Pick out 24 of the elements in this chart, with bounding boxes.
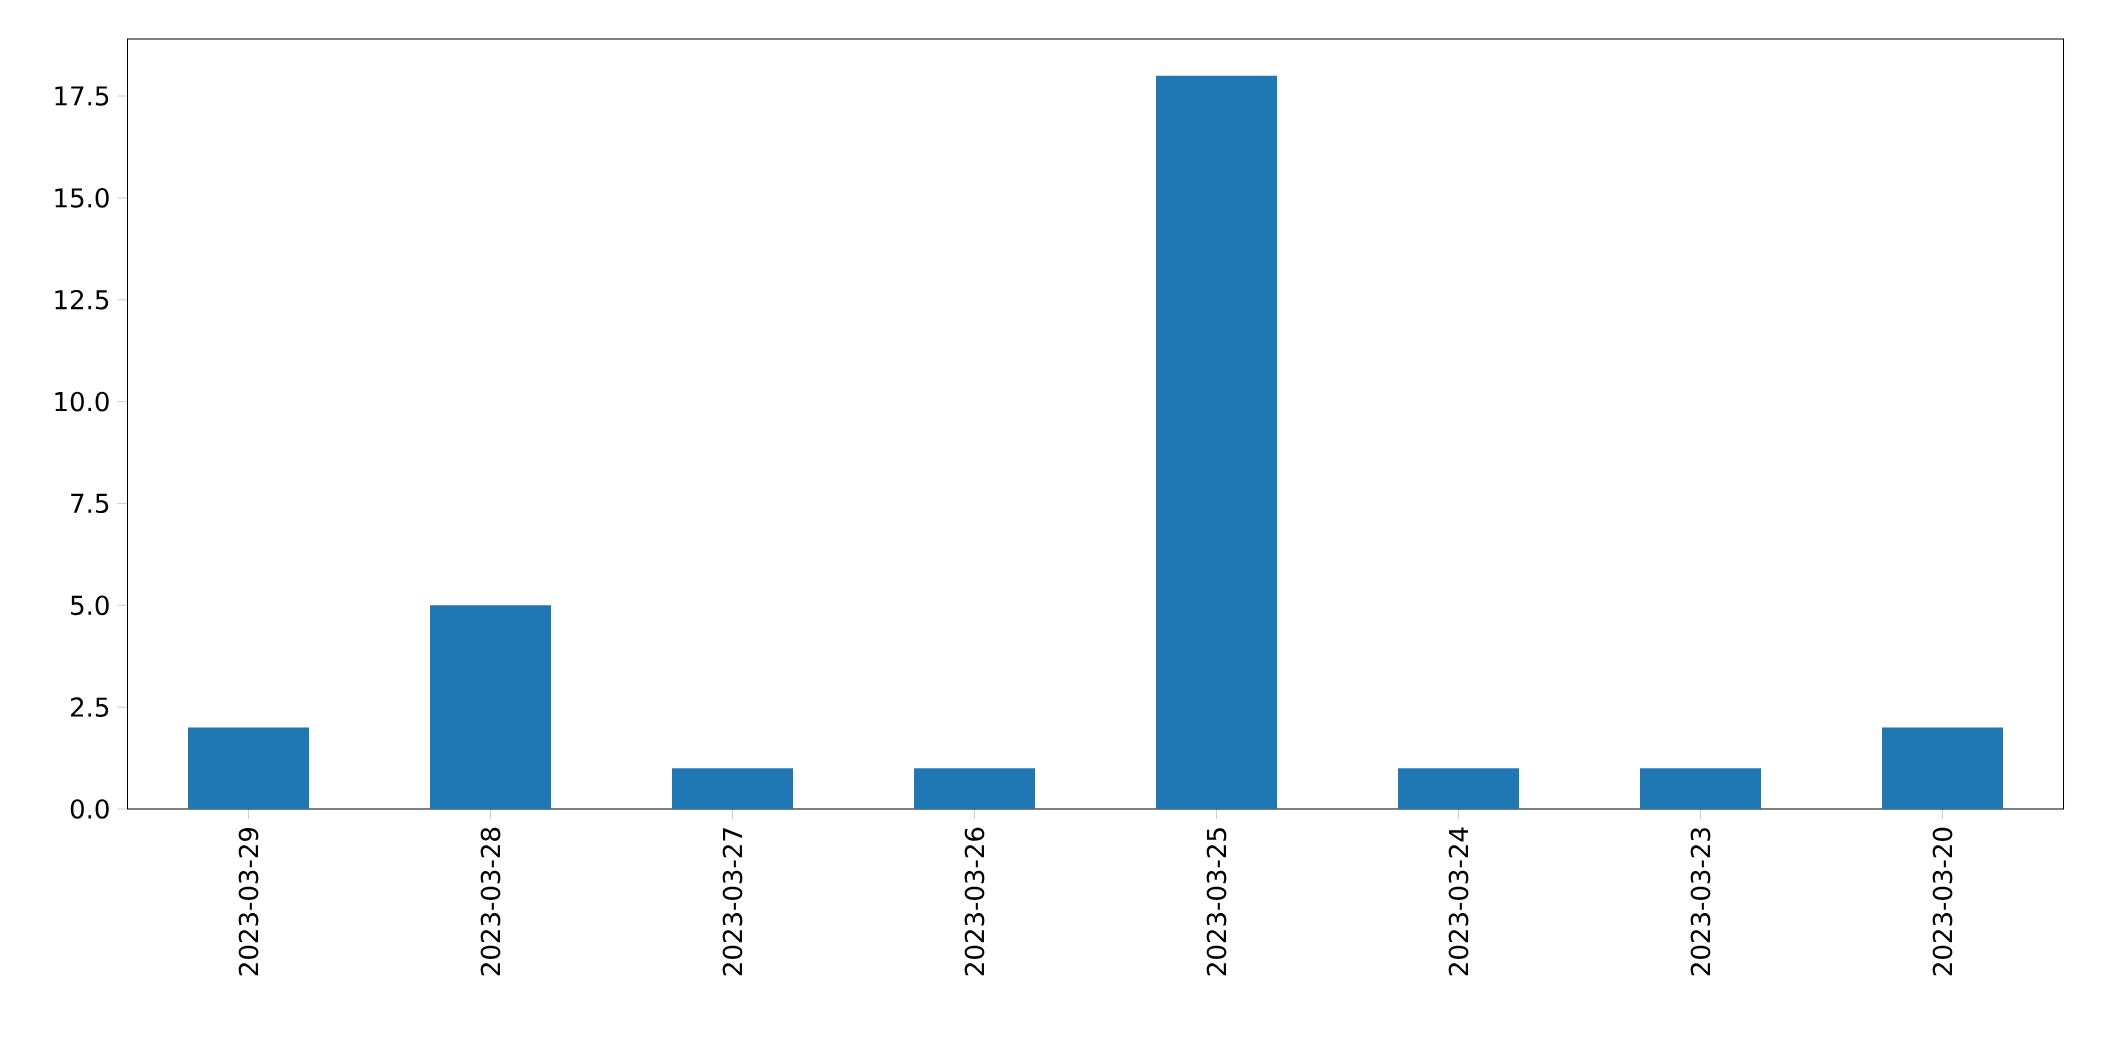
y-tick-label: 10.0 bbox=[55, 391, 109, 412]
y-tick-label: 17.5 bbox=[55, 86, 109, 106]
y-tick-label: 2.5 bbox=[71, 697, 109, 717]
x-tick-label: 2023-03-26 bbox=[964, 827, 985, 976]
bar bbox=[672, 768, 793, 809]
bar bbox=[188, 727, 309, 809]
x-tick-label: 2023-03-23 bbox=[1690, 828, 1711, 976]
x-tick-label: 2023-03-27 bbox=[722, 828, 743, 976]
bar bbox=[1640, 768, 1762, 809]
x-tick-label: 2023-03-29 bbox=[238, 827, 259, 976]
x-tick-label: 2023-03-28 bbox=[480, 827, 501, 976]
y-tick-label: 12.5 bbox=[55, 289, 109, 310]
bar bbox=[1156, 75, 1277, 809]
bar bbox=[430, 605, 552, 809]
y-tick-label: 15.0 bbox=[55, 188, 109, 208]
y-tick-label: 5.0 bbox=[71, 595, 109, 616]
bar bbox=[1398, 768, 1520, 809]
bar bbox=[1882, 727, 2004, 809]
x-tick-label: 2023-03-24 bbox=[1448, 827, 1469, 976]
y-tick-label: 0.0 bbox=[70, 799, 109, 819]
bar bbox=[914, 768, 1036, 809]
x-tick-label: 2023-03-25 bbox=[1206, 828, 1227, 976]
x-tick-label: 2023-03-20 bbox=[1932, 827, 1953, 976]
y-tick-label: 7.5 bbox=[71, 493, 109, 514]
